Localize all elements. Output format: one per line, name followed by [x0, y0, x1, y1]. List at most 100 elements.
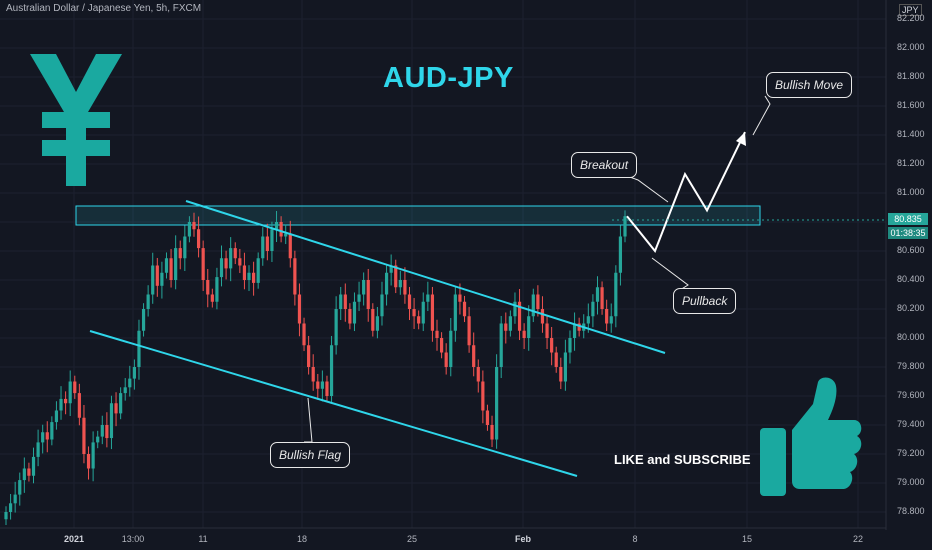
candle-body: [155, 265, 159, 286]
price-tick-label: 79.600: [897, 390, 925, 400]
currency-badge[interactable]: JPY: [899, 4, 922, 16]
candle-body: [132, 367, 136, 379]
candle-body: [45, 432, 49, 440]
candle-body: [513, 301, 517, 317]
candle-body: [91, 442, 95, 469]
candle-body: [357, 294, 361, 302]
candle-body: [563, 352, 567, 382]
bullish-flag-callout: Bullish Flag: [270, 442, 351, 468]
candle-body: [504, 323, 508, 331]
candle-body: [554, 352, 558, 367]
candle-body: [517, 301, 522, 331]
candle-body: [206, 280, 210, 295]
candle-body: [261, 236, 265, 259]
flag-lower-trendline: [89, 330, 578, 477]
candle-body: [164, 258, 169, 273]
candle-body: [371, 309, 375, 331]
symbol-header: Australian Dollar / Japanese Yen, 5h, FX…: [6, 3, 202, 14]
candle-body: [288, 233, 292, 259]
price-tick-label: 81.000: [897, 187, 925, 197]
candle-body: [559, 367, 563, 382]
candle-body: [348, 309, 352, 324]
candle-body: [476, 367, 480, 382]
pullback-callout: Pullback: [673, 288, 737, 314]
candle-body: [297, 294, 302, 324]
candle-body: [210, 294, 214, 302]
candle-body: [605, 309, 609, 324]
candle-body: [128, 378, 132, 388]
time-tick-label: 13:00: [121, 534, 145, 544]
candle-body: [238, 258, 242, 266]
price-tick-label: 82.200: [897, 13, 925, 23]
candle-body: [105, 425, 109, 439]
candle-body: [375, 316, 379, 331]
candle-body: [550, 338, 554, 353]
candle-body: [169, 258, 173, 280]
candle-body: [31, 456, 36, 476]
candle-body: [27, 468, 31, 476]
candle-body: [54, 410, 59, 423]
candle-body: [600, 287, 604, 309]
bar-countdown-label: 01:38:35: [888, 227, 928, 239]
candle-body: [458, 294, 462, 302]
candle-body: [146, 294, 150, 309]
candle-body: [444, 352, 448, 367]
candle-body: [499, 323, 503, 367]
candle-body: [82, 417, 86, 454]
price-tick-label: 80.400: [897, 274, 925, 284]
candle-body: [109, 403, 114, 439]
candle-body: [247, 272, 251, 280]
candle-body: [178, 248, 182, 259]
candle-body: [577, 323, 581, 331]
candle-body: [380, 294, 384, 317]
candle-body: [407, 294, 412, 309]
bullish-move-callout: Bullish Move: [766, 72, 853, 98]
chart-title: AUD-JPY: [383, 62, 514, 94]
candle-body: [485, 410, 490, 425]
candle-body: [623, 216, 627, 237]
candle-body: [311, 367, 315, 382]
candle-body: [394, 265, 398, 288]
candle-body: [36, 442, 40, 457]
candle-body: [316, 381, 320, 389]
candle-body: [362, 280, 366, 295]
price-tick-label: 80.200: [897, 303, 925, 313]
price-tick-label: 78.800: [897, 506, 925, 516]
candle-body: [527, 316, 531, 338]
candle-body: [293, 258, 297, 295]
yen-symbol-icon: [30, 54, 122, 186]
candle-body: [86, 454, 91, 469]
candle-body: [201, 248, 205, 280]
candle-body: [531, 294, 535, 317]
candle-body: [568, 338, 572, 353]
candle-body: [183, 236, 187, 259]
candle-body: [320, 381, 324, 389]
price-tick-label: 81.400: [897, 129, 925, 139]
candle-body: [467, 316, 471, 346]
candle-body: [160, 272, 164, 286]
candle-body: [389, 265, 393, 273]
time-tick-label: 2021: [63, 534, 85, 544]
candle-body: [64, 398, 68, 404]
time-tick-label: 15: [741, 534, 753, 544]
time-tick-label: Feb: [514, 534, 532, 544]
candle-body: [22, 468, 26, 481]
candle-body: [13, 494, 17, 504]
candle-body: [421, 301, 425, 324]
candle-body: [366, 280, 370, 309]
candle-body: [59, 398, 63, 411]
flag-upper-trendline: [185, 200, 666, 354]
chart-grid: [0, 0, 886, 528]
thumbs-up-icon: [760, 377, 862, 496]
resistance-zone: [75, 205, 761, 226]
projection-path: [626, 131, 746, 253]
candle-body: [307, 345, 311, 367]
candle-body: [242, 265, 247, 280]
candle-body: [412, 309, 416, 317]
candle-body: [329, 345, 334, 396]
candle-body: [137, 330, 141, 367]
candle-body: [229, 248, 233, 269]
candle-body: [77, 393, 81, 418]
candle-body: [449, 330, 453, 367]
candle-body: [141, 309, 146, 331]
